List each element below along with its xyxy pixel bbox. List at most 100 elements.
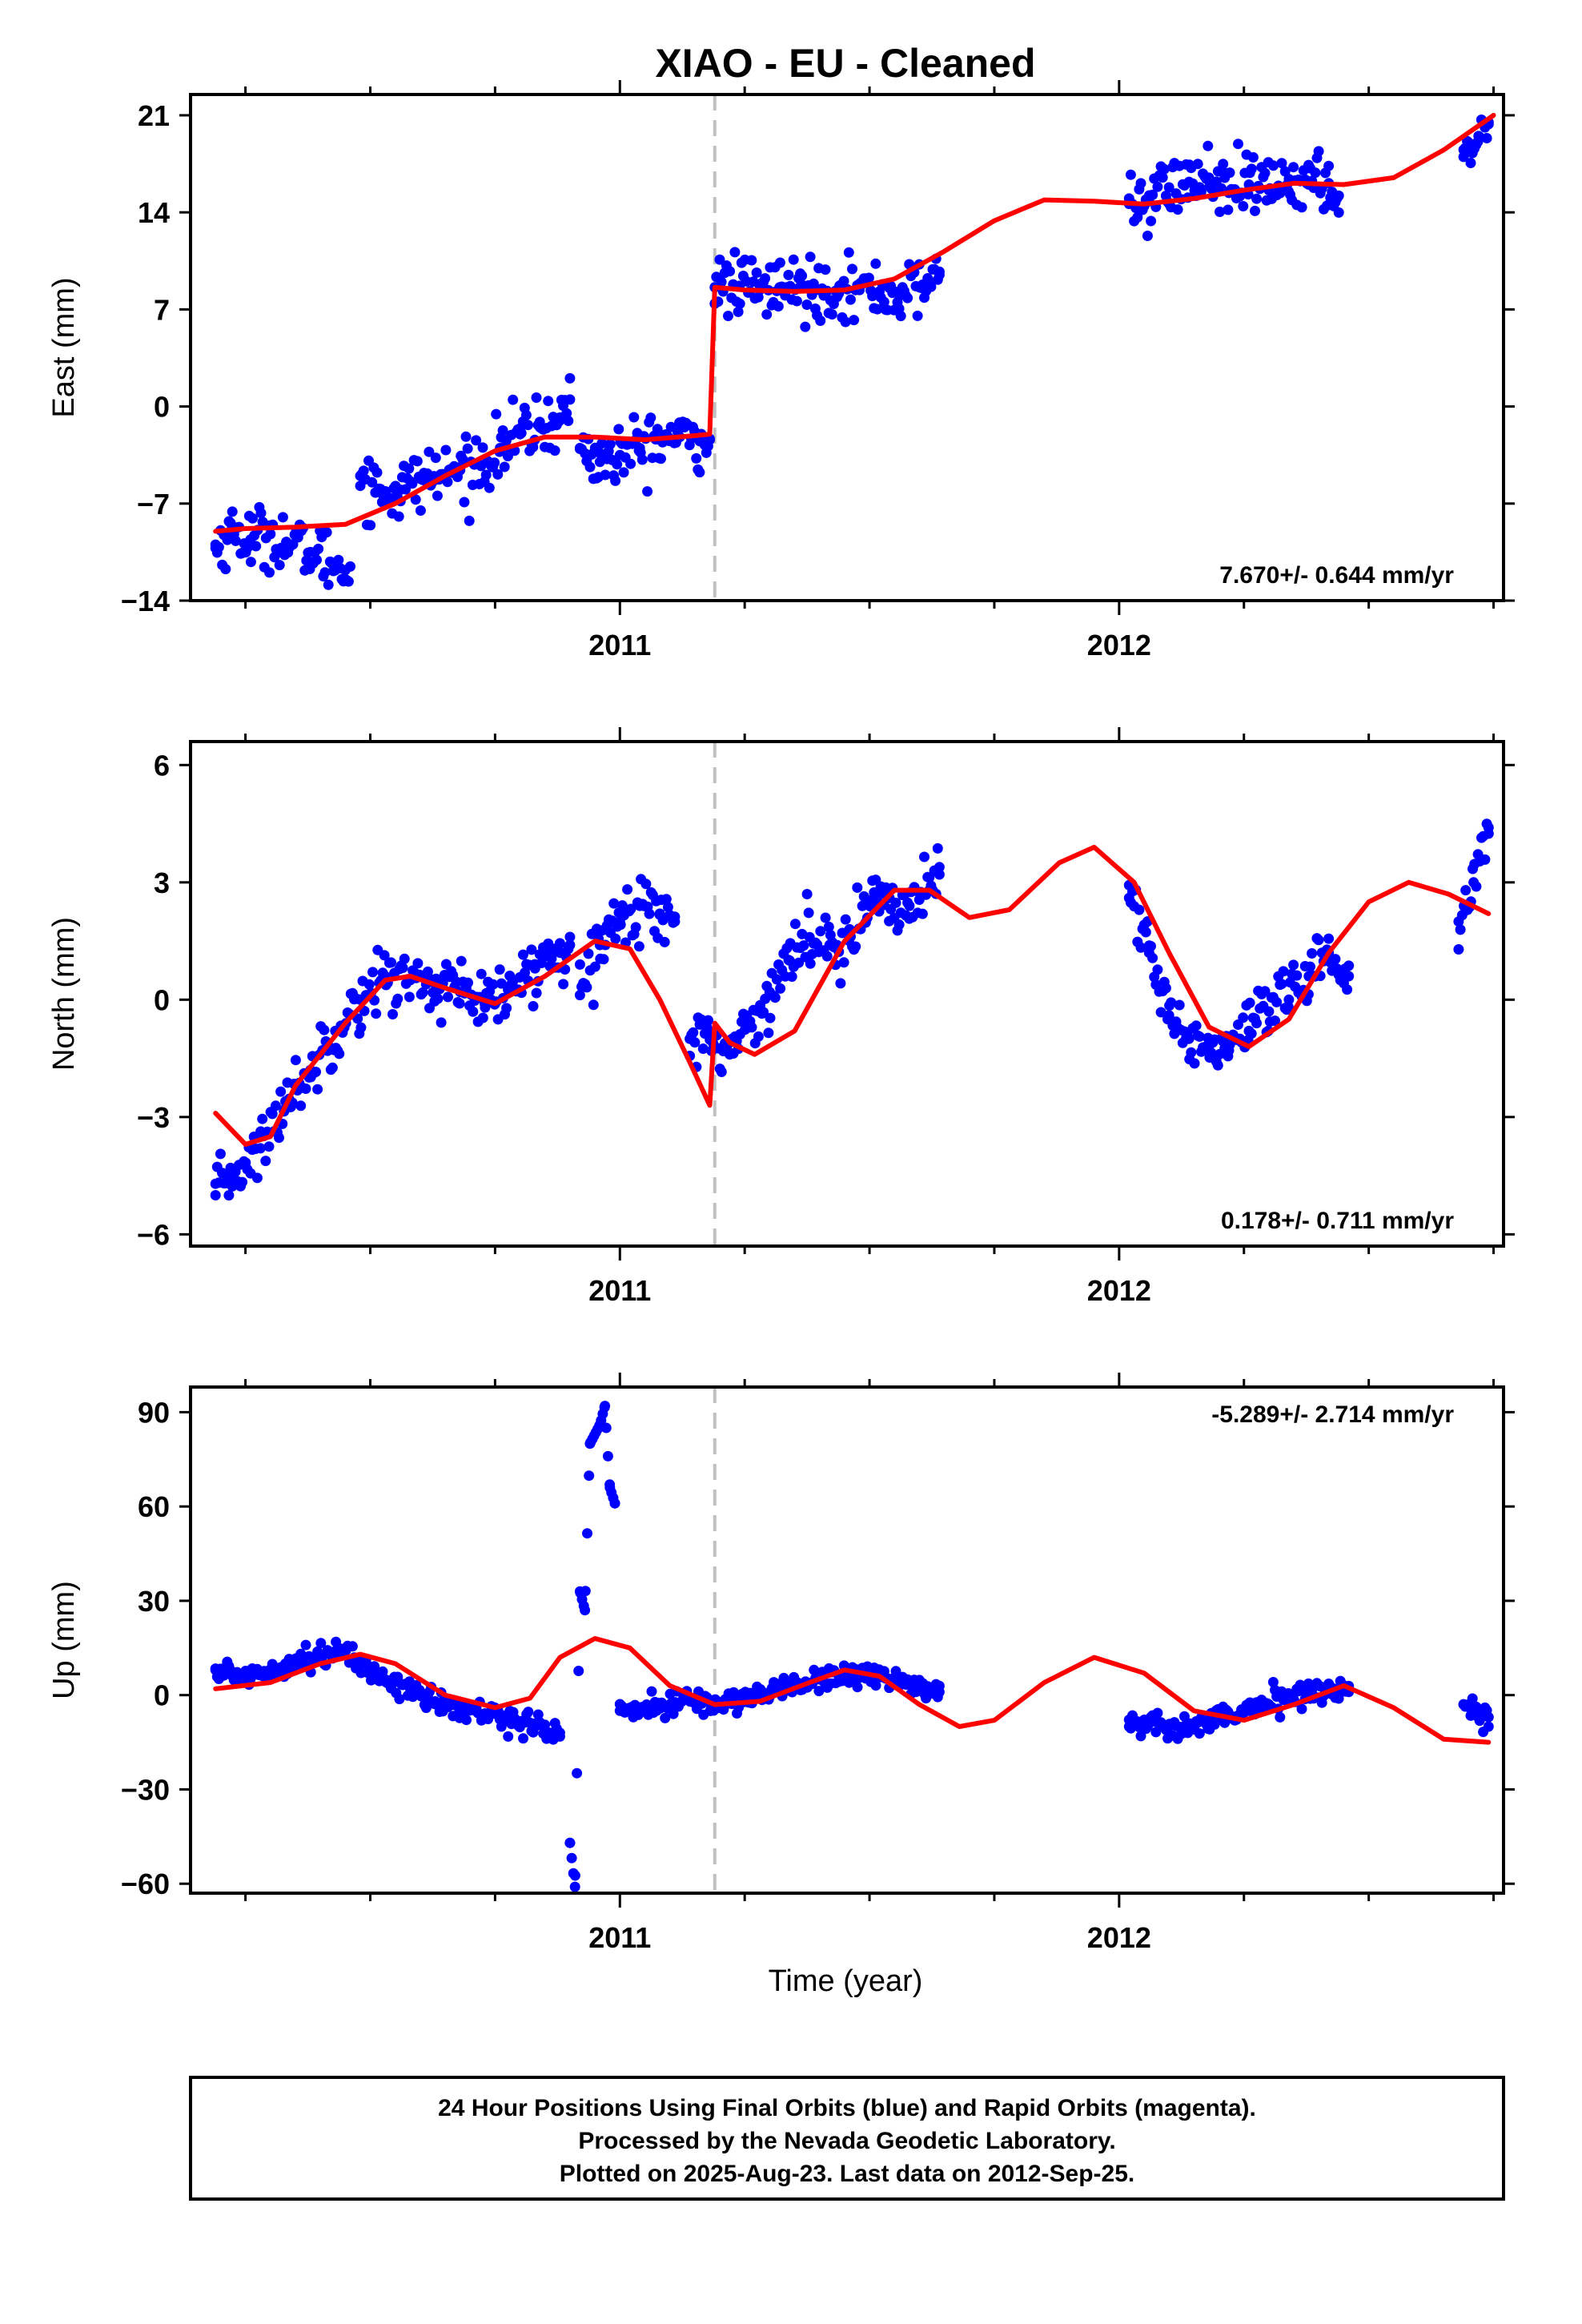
north-data-point [934, 862, 945, 873]
east-data-point [311, 554, 322, 565]
up-ytick-label: 30 [138, 1585, 170, 1618]
north-data-point [789, 919, 801, 930]
east-data-point [1238, 201, 1249, 211]
up-data-point [1303, 1687, 1315, 1698]
up-data-point [1152, 1707, 1163, 1719]
north-data-point [904, 900, 915, 911]
east-data-point [725, 266, 736, 277]
up-data-point [1275, 1711, 1286, 1723]
up-data-point [529, 1721, 540, 1732]
north-data-point [614, 916, 625, 927]
north-ytick-label: −3 [137, 1101, 170, 1134]
east-data-point [515, 428, 526, 440]
up-data-point [255, 1667, 266, 1679]
up-data-point [594, 1419, 605, 1430]
east-data-point [797, 270, 808, 281]
north-data-point [685, 1033, 696, 1044]
east-data-point [613, 424, 624, 435]
north-data-point [1453, 916, 1464, 927]
east-data-point [733, 306, 744, 317]
north-data-point [824, 939, 835, 951]
east-data-point [1251, 193, 1263, 204]
east-data-point [849, 315, 860, 326]
north-data-point [496, 978, 507, 989]
east-data-point [612, 459, 623, 470]
up-data-point [480, 1708, 491, 1719]
north-data-point [397, 963, 408, 973]
north-data-point [399, 953, 410, 964]
north-data-point [1270, 1015, 1280, 1027]
east-data-point [543, 396, 554, 407]
east-data-point [460, 431, 472, 442]
east-data-point [1135, 178, 1146, 189]
east-data-point [323, 579, 334, 590]
north-data-point [443, 991, 453, 1003]
north-data-point [919, 851, 930, 862]
north-data-point [1243, 1025, 1255, 1036]
east-data-point [594, 456, 605, 468]
north-data-point [574, 959, 585, 970]
east-data-point [245, 557, 256, 568]
east-data-point [870, 258, 881, 269]
east-data-point [843, 247, 854, 258]
up-ytick-label: 0 [154, 1679, 170, 1712]
north-data-point [517, 949, 528, 960]
north-data-point [558, 979, 569, 990]
east-data-point [773, 301, 784, 312]
north-data-point [260, 1156, 271, 1167]
north-data-point [501, 1003, 512, 1014]
north-data-point [815, 926, 826, 937]
north-data-point [1259, 986, 1271, 997]
north-data-point [588, 999, 599, 1011]
north-data-point [633, 941, 644, 952]
north-data-point [1343, 960, 1355, 971]
east-data-point [305, 546, 316, 557]
east-data-point [564, 394, 576, 405]
north-data-point [520, 967, 530, 979]
up-data-point [1135, 1731, 1146, 1742]
north-data-point [835, 978, 846, 989]
east-data-point [1333, 190, 1344, 201]
north-data-point [564, 939, 576, 951]
north-data-point [934, 869, 945, 880]
east-data-point [800, 321, 811, 332]
east-data-point [652, 424, 663, 435]
north-data-point [583, 948, 594, 959]
east-data-point [227, 506, 238, 517]
north-data-point [531, 987, 542, 999]
east-data-point [371, 467, 383, 478]
north-data-point [1160, 983, 1171, 994]
east-data-point [596, 438, 608, 449]
east-data-point [913, 282, 925, 293]
up-data-point [1150, 1727, 1162, 1738]
east-data-point [1223, 204, 1234, 215]
north-data-point [1343, 971, 1355, 982]
up-data-point [230, 1671, 241, 1682]
north-data-point [476, 968, 487, 979]
north-data-point [334, 1048, 345, 1059]
up-data-point [582, 1528, 592, 1539]
up-data-point [646, 1686, 657, 1697]
up-data-point [564, 1837, 576, 1848]
north-data-point [1251, 1018, 1262, 1029]
east-data-point [1218, 159, 1229, 170]
east-data-point [1195, 186, 1207, 197]
north-data-point [610, 933, 621, 944]
east-data-point [625, 458, 636, 469]
north-data-point [803, 907, 814, 919]
north-ytick-label: 0 [154, 983, 170, 1016]
north-data-point [1480, 854, 1491, 865]
north-data-point [480, 1002, 491, 1013]
east-data-point [895, 311, 906, 322]
north-data-point [589, 961, 600, 972]
east-data-point [729, 247, 741, 258]
east-ytick-label: −7 [137, 488, 170, 521]
north-data-point [454, 998, 465, 1009]
east-data-point [600, 469, 611, 480]
east-data-point [604, 439, 616, 450]
up-data-point [1143, 1718, 1154, 1729]
east-data-point [691, 452, 702, 464]
east-data-point [788, 254, 799, 265]
east-data-point [912, 310, 923, 321]
